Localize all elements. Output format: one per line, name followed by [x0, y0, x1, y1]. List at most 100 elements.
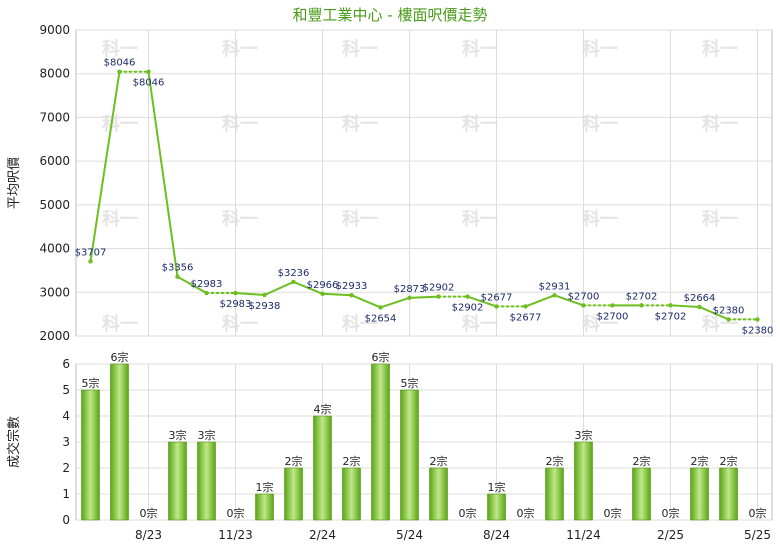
line-point	[204, 290, 209, 296]
line-y-tick-label: 2000	[39, 329, 70, 343]
watermark-text: 科一	[582, 38, 618, 60]
line-segment	[263, 280, 295, 296]
line-data-label: $2700	[568, 291, 600, 302]
watermark-text: 科一	[462, 313, 498, 335]
line-point	[610, 303, 615, 308]
bar-y-tick-label: 3	[62, 435, 70, 449]
bar-data-label: 0宗	[749, 506, 767, 520]
line-point	[262, 292, 267, 298]
line-point	[581, 303, 586, 308]
line-data-label: $2677	[481, 292, 513, 303]
line-point	[175, 274, 180, 279]
line-point	[755, 317, 760, 322]
bar-data-label: 2宗	[720, 454, 738, 468]
watermark-text: 科一	[462, 113, 498, 135]
bar-data-label: 2宗	[633, 454, 651, 468]
bar-data-label: 6宗	[372, 350, 390, 364]
line-data-label: $2664	[684, 293, 716, 304]
line-segment	[321, 292, 353, 297]
watermark-text: 科一	[702, 208, 738, 230]
watermark-text: 科一	[222, 208, 258, 230]
bar-y-tick-label: 0	[62, 513, 70, 527]
x-tick-label: 8/24	[483, 528, 510, 542]
line-data-label: $2933	[336, 281, 368, 292]
bar-rect	[342, 467, 361, 521]
line-data-label: $3236	[278, 268, 310, 279]
line-point	[378, 305, 383, 310]
line-segment	[292, 280, 324, 295]
line-point	[436, 294, 441, 299]
line-data-label: $2902	[423, 283, 455, 294]
line-segment	[524, 294, 556, 308]
line-segment	[147, 70, 179, 278]
line-point	[668, 303, 673, 308]
bar-rect	[284, 467, 303, 521]
line-point	[320, 291, 325, 296]
line-data-label: $8046	[104, 58, 136, 69]
bar-rect	[197, 441, 216, 521]
line-data-label: $2983	[220, 299, 252, 310]
bar-rect	[168, 441, 187, 521]
bar-data-label: 2宗	[285, 454, 303, 468]
watermark-text: 科一	[102, 38, 138, 60]
watermark-text: 科一	[102, 113, 138, 135]
x-tick-label: 11/23	[218, 528, 253, 542]
line-data-label: $2380	[713, 305, 745, 316]
bar-data-label: 1宗	[256, 480, 274, 494]
line-segment	[89, 70, 121, 263]
watermark-text: 科一	[222, 38, 258, 60]
watermark-text: 科一	[342, 113, 378, 135]
line-data-label: $2677	[510, 312, 542, 323]
line-point	[349, 293, 354, 298]
line-point	[233, 290, 238, 296]
line-y-tick-label: 4000	[39, 242, 70, 256]
line-data-label: $2702	[655, 311, 687, 322]
line-data-label: $8046	[133, 78, 165, 89]
bar-rect	[255, 493, 274, 521]
watermark-text: 科一	[702, 38, 738, 60]
watermark-text: 科一	[462, 38, 498, 60]
watermark-text: 科一	[222, 113, 258, 135]
bar-data-label: 4宗	[314, 402, 332, 416]
bar-rect	[487, 493, 506, 521]
bar-data-label: 5宗	[401, 376, 419, 390]
bar-y-tick-label: 2	[62, 461, 70, 475]
bar-rect	[313, 415, 332, 521]
line-data-label: $2902	[452, 303, 484, 314]
x-tick-label: 11/24	[566, 528, 601, 542]
line-point	[146, 69, 151, 74]
line-data-label: $2380	[742, 325, 774, 336]
line-point	[465, 294, 470, 299]
line-point	[523, 304, 528, 309]
bar-data-label: 2宗	[430, 454, 448, 468]
line-point	[494, 304, 499, 309]
line-point	[407, 295, 412, 301]
line-data-label: $2700	[597, 311, 629, 322]
line-data-label: $2654	[365, 313, 397, 324]
bar-data-label: 3宗	[575, 428, 593, 442]
watermark-text: 科一	[102, 313, 138, 335]
bar-rect	[429, 467, 448, 521]
bar-rect	[574, 441, 593, 521]
line-data-label: $3707	[75, 247, 107, 258]
bar-y-tick-label: 1	[62, 487, 70, 501]
bar-data-label: 0宗	[662, 506, 680, 520]
bar-data-label: 2宗	[691, 454, 709, 468]
bar-data-label: 0宗	[459, 506, 477, 520]
line-segment	[698, 305, 730, 321]
line-point	[552, 293, 557, 298]
bar-data-label: 3宗	[169, 428, 187, 442]
bar-data-label: 5宗	[82, 376, 100, 390]
x-tick-label: 2/24	[309, 528, 336, 542]
watermark-text: 科一	[582, 208, 618, 230]
line-point	[697, 304, 702, 310]
line-point	[639, 303, 644, 308]
watermark-text: 科一	[342, 208, 378, 230]
line-data-label: $2702	[626, 291, 658, 302]
line-data-label: $2938	[249, 301, 281, 312]
line-segment	[669, 304, 701, 308]
line-y-tick-label: 9000	[39, 23, 70, 37]
